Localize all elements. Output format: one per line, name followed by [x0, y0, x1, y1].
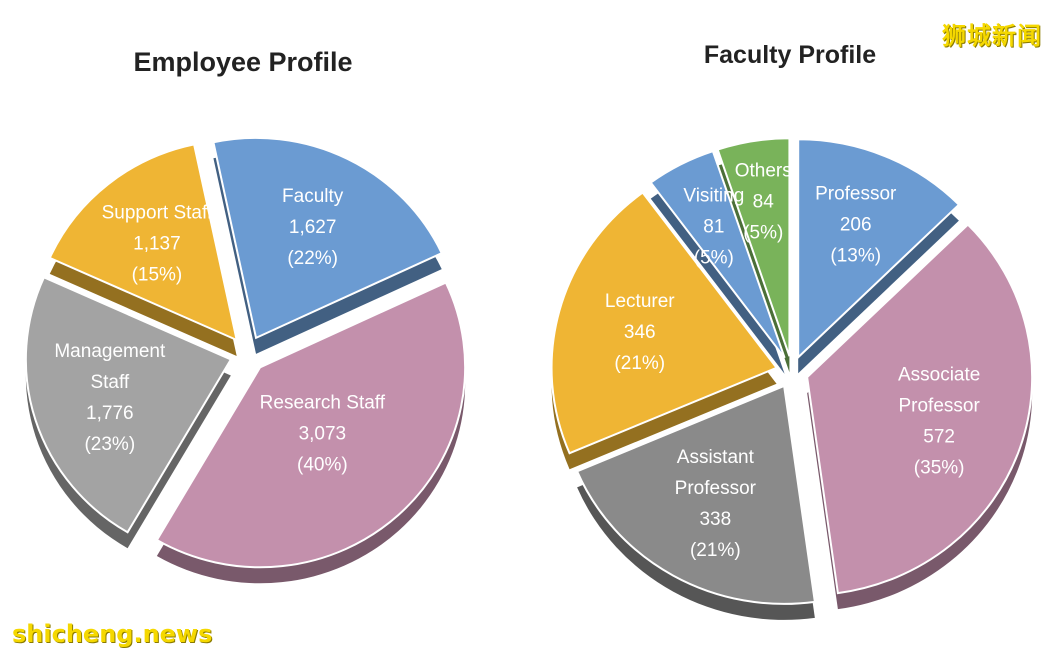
slice-label-assistant-professor: Assistant Professor 338 (21%)	[675, 447, 757, 561]
employee-profile-title: Employee Profile	[133, 47, 352, 77]
slice-management-staff	[24, 276, 233, 534]
slice-label-research-staff: Research Staff 3,073 (40%)	[260, 393, 386, 476]
slice-professor	[797, 138, 961, 360]
slice-support-staff	[48, 143, 239, 342]
slice-research-staff	[155, 281, 467, 569]
slice-label-support-staff: Support Staff 1,137 (15%)	[102, 202, 213, 285]
slice-label-others: Others 84 (5%)	[735, 160, 792, 243]
slice-lecturer	[550, 191, 779, 455]
employee-profile-pie: Faculty 1,627 (22%) Research Staff 3,073 (40%…	[24, 136, 467, 584]
faculty-profile-pie: Professor 206 (13%) Associate Professor 572 (3…	[550, 137, 1034, 620]
watermark-site: shicheng.news	[12, 620, 213, 648]
slice-label-professor: Professor 206 (13%)	[815, 184, 897, 267]
slice-others	[716, 137, 791, 357]
slice-faculty	[212, 136, 444, 340]
slice-visiting	[649, 149, 786, 359]
slice-label-associate-professor: Associate Professor 572 (35%)	[898, 364, 981, 478]
slice-label-management-staff: Management Staff 1,776 (23%)	[54, 341, 166, 455]
slice-label-lecturer: Lecturer 346 (21%)	[605, 291, 675, 374]
slice-label-visiting: Visiting 81 (5%)	[683, 185, 744, 268]
slice-assistant-professor	[575, 384, 816, 605]
slice-associate-professor	[806, 223, 1034, 595]
watermark-chinese: 狮城新闻	[942, 22, 1042, 50]
slice-label-faculty: Faculty 1,627 (22%)	[282, 186, 344, 269]
faculty-profile-title: Faculty Profile	[704, 41, 876, 69]
